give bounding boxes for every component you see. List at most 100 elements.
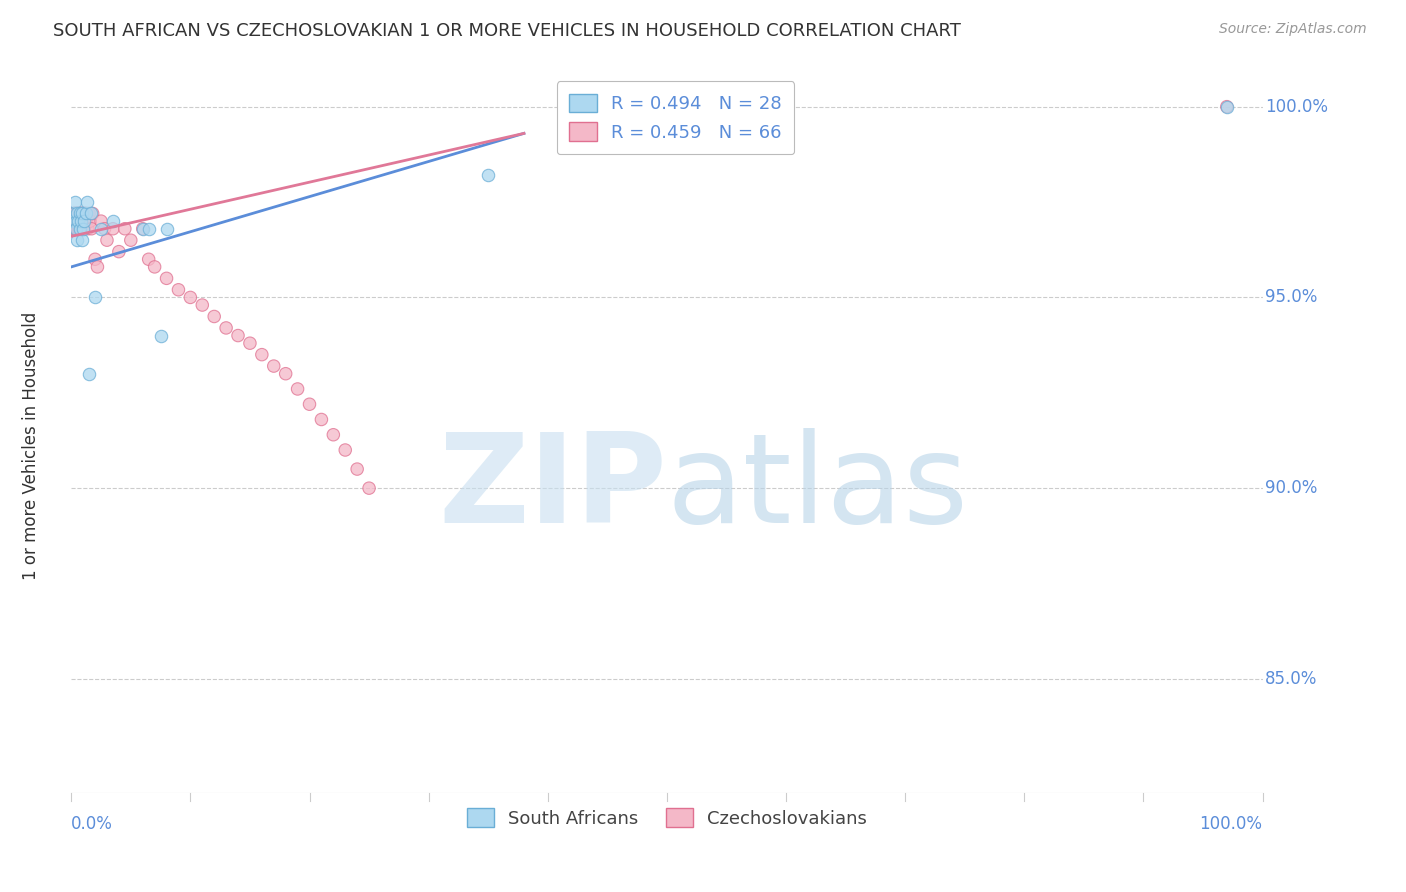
Point [65,214,87,228]
Point [73,221,96,235]
Point [69,214,91,228]
Point [120,233,142,247]
Point [62,206,84,220]
Point [69,206,91,220]
Point [67,214,90,228]
Point [90,221,112,235]
Point [263,359,285,373]
Point [63,206,86,220]
Point [69,214,91,228]
Point [75,206,97,220]
Point [132,221,155,235]
Point [72,221,94,235]
Point [82,206,104,220]
Point [62,214,84,228]
Point [79,214,101,228]
Point [138,252,160,267]
Point [62,206,84,220]
Point [72,214,94,228]
Point [167,283,190,297]
Point [1216,100,1239,114]
Point [66,221,89,235]
Point [63,214,86,228]
Point [93,221,115,235]
Point [65,221,87,235]
Point [477,169,499,183]
Point [84,252,107,267]
Point [67,221,90,235]
Point [75,206,97,220]
Text: ZIP: ZIP [439,428,666,549]
Point [67,206,90,220]
Point [239,336,262,351]
Text: 100.0%: 100.0% [1199,815,1263,833]
Point [322,427,344,442]
Point [77,367,100,381]
Legend: South Africans, Czechoslovakians: South Africans, Czechoslovakians [460,801,875,835]
Point [274,367,297,381]
Point [179,290,201,304]
Point [202,310,225,324]
Point [114,221,136,235]
Point [69,221,91,235]
Point [155,221,177,235]
Point [65,214,87,228]
Point [67,214,90,228]
Point [1216,100,1239,114]
Point [86,260,108,274]
Point [75,214,97,228]
Point [287,382,309,396]
Text: Source: ZipAtlas.com: Source: ZipAtlas.com [1219,22,1367,37]
Text: 1 or more Vehicles in Household: 1 or more Vehicles in Household [22,312,39,580]
Text: 90.0%: 90.0% [1265,479,1317,497]
Point [63,221,86,235]
Point [311,412,333,426]
Text: 100.0%: 100.0% [1265,97,1327,116]
Point [155,271,177,285]
Point [73,214,96,228]
Point [101,221,124,235]
Point [70,206,93,220]
Point [69,206,91,220]
Text: 85.0%: 85.0% [1265,670,1317,688]
Point [70,221,93,235]
Point [298,397,321,411]
Point [226,328,249,343]
Point [357,481,380,495]
Point [84,290,107,304]
Point [63,195,86,210]
Point [215,321,238,335]
Point [73,206,96,220]
Point [65,206,87,220]
Point [80,221,103,235]
Point [250,348,273,362]
Point [72,206,94,220]
Point [76,195,98,210]
Point [70,206,93,220]
Text: 95.0%: 95.0% [1265,288,1317,307]
Point [77,221,100,235]
Point [80,206,103,220]
Point [65,221,87,235]
Point [66,206,89,220]
Point [138,221,160,235]
Point [70,233,93,247]
Point [69,221,91,235]
Point [62,221,84,235]
Text: SOUTH AFRICAN VS CZECHOSLOVAKIAN 1 OR MORE VEHICLES IN HOUSEHOLD CORRELATION CHA: SOUTH AFRICAN VS CZECHOSLOVAKIAN 1 OR MO… [53,22,962,40]
Point [66,233,89,247]
Point [96,233,118,247]
Point [143,260,166,274]
Point [72,221,94,235]
Point [191,298,214,312]
Point [77,206,100,220]
Point [149,328,172,343]
Point [69,214,91,228]
Text: 0.0%: 0.0% [72,815,112,833]
Point [90,214,112,228]
Point [76,214,98,228]
Point [108,244,131,259]
Point [132,221,155,235]
Point [101,214,124,228]
Point [69,206,91,220]
